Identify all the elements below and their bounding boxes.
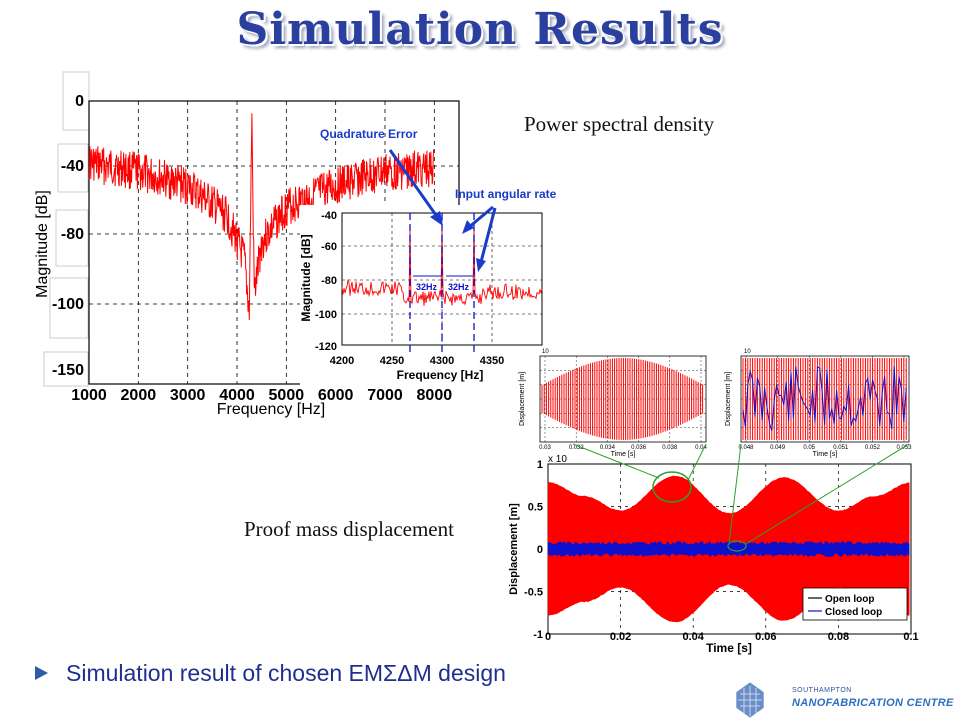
zoom-xtick: 0.04 xyxy=(695,445,707,451)
logo-line2: NANOFABRICATION CENTRE xyxy=(792,697,954,709)
zoom-xtick: 0.052 xyxy=(865,445,881,451)
closed-loop-envelope xyxy=(547,541,910,558)
legend-closed-loop: Closed loop xyxy=(825,607,882,618)
quadrature-error-label: Quadrature Error xyxy=(320,127,418,141)
main-ytick: -100 xyxy=(52,296,84,313)
disp-xtick: 0.1 xyxy=(903,631,918,643)
pmd-label: Proof mass displacement xyxy=(244,517,454,541)
zoom-xtick: 0.051 xyxy=(833,445,849,451)
disp-ytick: 1 xyxy=(537,459,543,471)
disp-xtick: 0.06 xyxy=(755,631,776,643)
nanofab-logo xyxy=(735,681,765,719)
interval-label-1: 32Hz xyxy=(416,282,438,292)
main-ytick: 0 xyxy=(75,93,84,110)
inset-ytick: -60 xyxy=(321,241,337,253)
legend-open-loop: Open loop xyxy=(825,594,874,605)
disp-xtick: 0.02 xyxy=(610,631,631,643)
zoom1-exponent: 10 xyxy=(542,349,549,355)
bullet-icon xyxy=(35,666,48,680)
main-ylabel: Magnitude [dB] xyxy=(34,190,51,298)
psd-label: Power spectral density xyxy=(524,112,715,136)
zoom-xtick: 0.049 xyxy=(770,445,786,451)
inset-ytick: -120 xyxy=(315,341,337,353)
zoom-xtick: 0.048 xyxy=(738,445,754,451)
zoom-xtick: 0.032 xyxy=(569,445,585,451)
disp-xtick: 0.08 xyxy=(828,631,849,643)
main-xtick: 6000 xyxy=(318,387,354,404)
inset-xtick: 4250 xyxy=(380,355,404,367)
disp-xtick: 0.04 xyxy=(682,631,704,643)
zoom-marker-closed xyxy=(727,540,747,552)
main-xtick: 4000 xyxy=(219,387,255,404)
zoom-marker-open xyxy=(652,471,692,503)
disp-ylabel: Displacement [m] xyxy=(508,503,520,595)
zoom-xtick: 0.034 xyxy=(600,445,616,451)
disp-ytick: 0.5 xyxy=(528,502,543,514)
main-xtick: 1000 xyxy=(71,387,107,404)
inset-ylabel: Magnitude [dB] xyxy=(299,234,313,321)
main-ytick: -40 xyxy=(61,158,84,175)
rate-arrow-1 xyxy=(467,205,494,230)
bullet-text: Simulation result of chosen EMΣΔM design xyxy=(66,660,506,686)
inset-ytick: -100 xyxy=(315,309,337,321)
input-rate-label: Input angular rate xyxy=(455,187,557,201)
zoom-xtick: 0.053 xyxy=(896,445,912,451)
zoom1-ylabel: Displacement [m] xyxy=(519,372,526,426)
disp-xtick: 0 xyxy=(545,631,551,643)
rate-arrow-2 xyxy=(479,207,497,263)
main-xtick: 8000 xyxy=(417,387,453,404)
disp-ytick: -1 xyxy=(533,629,543,641)
zoom2-xlabel: Time [s] xyxy=(813,451,838,458)
inset-ytick: -40 xyxy=(321,210,337,222)
inset-xtick: 4300 xyxy=(430,355,454,367)
zoom-xtick: 0.03 xyxy=(539,445,551,451)
main-xtick: 2000 xyxy=(121,387,157,404)
main-xtick: 5000 xyxy=(269,387,305,404)
inset-ytick: -80 xyxy=(321,275,337,287)
disp-ytick: 0 xyxy=(537,544,543,556)
slide-title: Simulation Results xyxy=(236,4,724,55)
main-xlabel: Frequency [Hz] xyxy=(217,401,325,418)
logo-line1: SOUTHAMPTON xyxy=(792,687,852,694)
zoom-xtick: 0.036 xyxy=(631,445,647,451)
zoom1-xlabel: Time [s] xyxy=(611,451,636,458)
main-ytick: -150 xyxy=(52,362,84,379)
quadrature-arrow xyxy=(388,149,440,219)
zoom2-exponent: 10 xyxy=(744,349,751,355)
disp-exponent: x 10 xyxy=(548,454,567,465)
inset-xtick: 4200 xyxy=(330,355,354,367)
disp-xlabel: Time [s] xyxy=(706,641,752,655)
disp-ytick: -0.5 xyxy=(524,587,543,599)
main-xtick: 7000 xyxy=(367,387,403,404)
main-xtick: 3000 xyxy=(170,387,206,404)
main-ytick: -80 xyxy=(61,226,84,243)
inset-xlabel: Frequency [Hz] xyxy=(397,368,484,382)
disp-legend: Open loop Closed loop xyxy=(802,587,908,621)
interval-label-2: 32Hz xyxy=(448,282,470,292)
zoom-xtick: 0.05 xyxy=(803,445,815,451)
inset-xtick: 4350 xyxy=(480,355,504,367)
zoom-xtick: 0.038 xyxy=(662,445,678,451)
zoom2-ylabel: Displacement [m] xyxy=(725,372,732,426)
psd-series-line xyxy=(88,113,435,321)
